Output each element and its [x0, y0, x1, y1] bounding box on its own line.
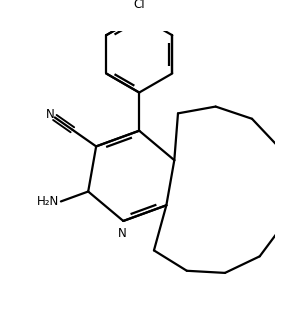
Text: N: N — [46, 108, 55, 121]
Text: H₂N: H₂N — [36, 195, 59, 208]
Text: N: N — [118, 227, 127, 240]
Text: Cl: Cl — [133, 0, 145, 11]
